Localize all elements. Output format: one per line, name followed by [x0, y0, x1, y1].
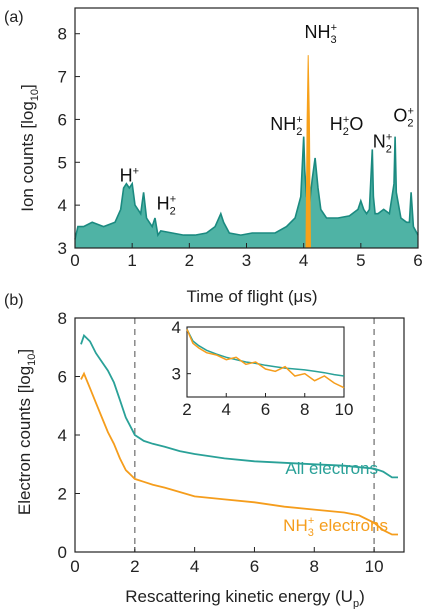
panel-b-label: (b): [4, 292, 24, 309]
peak-label: H+: [120, 166, 139, 186]
x-tick-label: 0: [70, 251, 79, 270]
peak-label: H2+O: [330, 114, 364, 138]
x-tick-label: 4: [299, 251, 308, 270]
panel-a-label: (a): [4, 9, 24, 26]
y-tick-label: 2: [58, 485, 67, 504]
panel-b-x-axis-label: Rescattering kinetic energy (Up): [125, 587, 365, 609]
x-tick-label: 5: [356, 251, 365, 270]
x-tick-label: 8: [310, 557, 319, 576]
x-tick-label: 3: [242, 251, 251, 270]
x-tick-label: 4: [190, 557, 199, 576]
series-line: [80, 333, 398, 479]
inset-x-tick-label: 8: [300, 400, 309, 419]
panel-b-plot-area: [80, 318, 398, 552]
y-tick-label: 8: [58, 25, 67, 44]
legend-nh3-electrons: NH3+ electrons: [283, 515, 388, 539]
x-tick-label: 2: [185, 251, 194, 270]
inset-y-tick-label: 4: [172, 318, 181, 337]
panel-b-axes: 0 2 4 6 8 10 0 2 4 6 8: [58, 309, 405, 576]
panel-b-electron-chart: (b) 0 2 4 6 8 10 0 2 4 6 8 2 4 6 8 10 3 4 All electrons N…: [4, 292, 405, 609]
ion-spectrum-line: [74, 136, 419, 240]
y-tick-label: 6: [58, 110, 67, 129]
panel-b-y-axis-label: Electron counts [log10]: [15, 349, 38, 515]
series-line: [80, 371, 398, 536]
panel-b-legend: All electrons NH3+ electrons: [283, 459, 388, 539]
y-tick-label: 4: [58, 196, 67, 215]
peak-label: N2+: [373, 131, 393, 155]
inset-y-tick-label: 3: [172, 365, 181, 384]
nh3-peak-highlight: [305, 55, 312, 249]
y-tick-label: 7: [58, 68, 67, 87]
peak-label: O2+: [393, 106, 414, 130]
y-tick-label: 5: [58, 153, 67, 172]
inset-frame: [186, 326, 345, 398]
x-tick-label: 6: [413, 251, 422, 270]
panel-a-ion-tof-chart: (a) 0 1 2 3 4 5 6 3 4 5 6 7 8 H+ H2+ NH2+ NH3+ H2+O N2+O2…: [4, 7, 423, 306]
legend-all-electrons: All electrons: [285, 459, 378, 478]
inset-x-tick-label: 2: [182, 400, 191, 419]
inset-series-line: [186, 328, 345, 377]
y-tick-label: 3: [58, 239, 67, 258]
y-tick-label: 6: [58, 368, 67, 387]
peak-label: H2+: [157, 193, 177, 217]
x-tick-label: 0: [70, 557, 79, 576]
y-tick-label: 8: [58, 309, 67, 328]
x-tick-label: 6: [250, 557, 259, 576]
panel-a-plot-area: [74, 55, 419, 249]
panel-b-inset: 2 4 6 8 10 3 4: [172, 318, 354, 419]
y-tick-label: 4: [58, 426, 67, 445]
inset-x-tick-label: 4: [222, 400, 231, 419]
inset-x-tick-label: 10: [335, 400, 354, 419]
inset-x-tick-label: 6: [261, 400, 270, 419]
y-tick-label: 0: [58, 543, 67, 562]
panel-a-peak-labels: H+ H2+ NH2+ NH3+ H2+O N2+O2+: [120, 22, 414, 217]
x-tick-label: 10: [365, 557, 384, 576]
inset-series-line: [186, 329, 345, 389]
panel-a-axes: 0 1 2 3 4 5 6 3 4 5 6 7 8: [58, 7, 423, 270]
ion-spectrum-fill: [75, 136, 418, 248]
peak-label: NH2+: [270, 114, 303, 138]
x-tick-label: 1: [127, 251, 136, 270]
panel-a-x-axis-label: Time of flight (μs): [186, 287, 317, 306]
panel-a-y-axis-label: Ion counts [log10]: [18, 84, 41, 212]
x-tick-label: 2: [130, 557, 139, 576]
peak-label: NH3+: [305, 22, 338, 46]
